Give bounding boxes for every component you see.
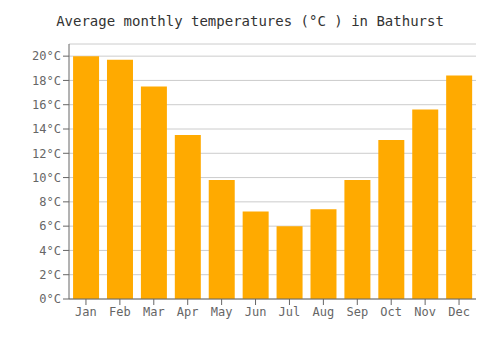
svg-text:2°C: 2°C	[39, 268, 61, 282]
svg-text:4°C: 4°C	[39, 244, 61, 258]
svg-text:6°C: 6°C	[39, 219, 61, 233]
svg-text:18°C: 18°C	[32, 74, 61, 88]
svg-text:Mar: Mar	[143, 305, 165, 319]
svg-text:Sep: Sep	[346, 305, 368, 319]
svg-text:8°C: 8°C	[39, 195, 61, 209]
svg-text:20°C: 20°C	[32, 49, 61, 63]
svg-text:Apr: Apr	[177, 305, 199, 319]
svg-text:Jul: Jul	[279, 305, 301, 319]
svg-text:Nov: Nov	[414, 305, 436, 319]
svg-text:12°C: 12°C	[32, 147, 61, 161]
svg-text:Jun: Jun	[245, 305, 267, 319]
svg-text:16°C: 16°C	[32, 98, 61, 112]
svg-text:14°C: 14°C	[32, 122, 61, 136]
html-text:Average monthly temperatures (: Average monthly temperatures (°C ) in Ba…	[56, 13, 444, 29]
svg-text:May: May	[211, 305, 233, 319]
svg-text:Oct: Oct	[380, 305, 402, 319]
svg-text:Feb: Feb	[109, 305, 131, 319]
svg-text:Aug: Aug	[313, 305, 335, 319]
svg-text:Jan: Jan	[75, 305, 97, 319]
svg-text:10°C: 10°C	[32, 171, 61, 185]
svg-text:Dec: Dec	[448, 305, 470, 319]
svg-text:0°C: 0°C	[39, 292, 61, 306]
